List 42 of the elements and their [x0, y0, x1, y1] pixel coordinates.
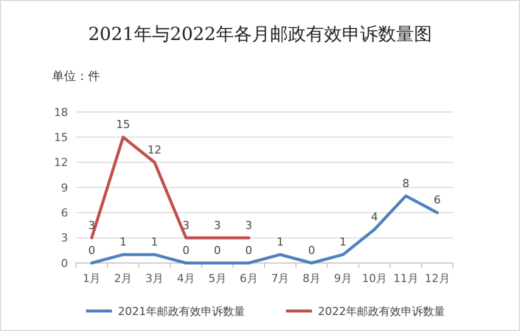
x-tick-label: 8月	[302, 272, 321, 285]
y-tick-label: 15	[54, 131, 68, 144]
x-tick-label: 12月	[424, 272, 450, 285]
x-tick-label: 10月	[362, 272, 387, 285]
data-label: 1	[120, 236, 127, 249]
x-tick-label: 5月	[208, 272, 226, 285]
x-tick-label: 11月	[393, 272, 418, 285]
x-tick-label: 4月	[176, 272, 195, 285]
data-label: 3	[182, 218, 190, 232]
y-tick-label: 3	[61, 232, 68, 245]
legend-label: 2022年邮政有效申诉数量	[318, 304, 445, 318]
x-tick-label: 3月	[146, 272, 164, 285]
y-tick-label: 12	[54, 156, 68, 170]
x-tick-label: 2月	[114, 272, 132, 285]
line-series	[90, 194, 439, 264]
y-tick-label: 9	[61, 181, 68, 194]
data-label: 1	[151, 236, 158, 249]
y-tick-label: 18	[54, 106, 68, 119]
x-tick-label: 7月	[271, 272, 290, 285]
x-tick-label: 6月	[240, 272, 258, 285]
data-label: 0	[182, 244, 190, 257]
x-tick-label: 1月	[82, 272, 101, 285]
y-tick-label: 6	[61, 206, 68, 220]
data-label: 6	[434, 194, 441, 207]
y-tick-label: 0	[61, 256, 68, 270]
data-label: 12	[148, 143, 162, 156]
x-tick-label: 9月	[334, 272, 352, 285]
data-label: 3	[88, 218, 96, 232]
data-label: 3	[245, 218, 252, 232]
data-label: 4	[370, 210, 378, 224]
y-axis-title: 单位：件	[52, 69, 100, 83]
data-label: 0	[214, 244, 221, 257]
data-label: 0	[245, 244, 252, 257]
data-label: 0	[88, 244, 96, 257]
data-label: 1	[276, 236, 284, 249]
data-label: 3	[214, 218, 221, 232]
data-label: 1	[340, 236, 347, 249]
chart-title: 2021年与2022年各月邮政有效申诉数量图	[88, 24, 432, 45]
data-label: 8	[402, 176, 410, 190]
data-label: 0	[308, 244, 316, 257]
data-label: 15	[116, 118, 130, 132]
legend-label: 2021年邮政有效申诉数量	[118, 304, 245, 318]
